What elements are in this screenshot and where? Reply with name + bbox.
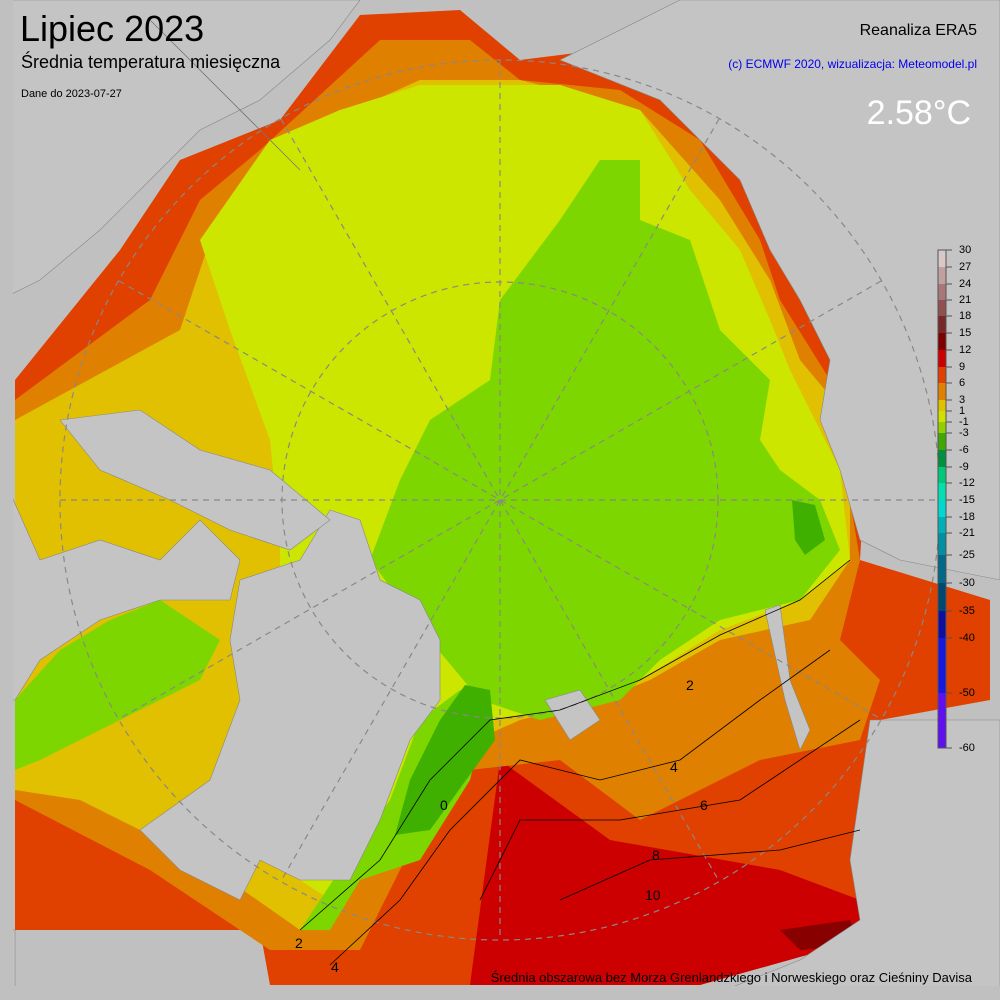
colorbar-tick-label: 18 [959,310,972,322]
colorbar-tick-label: -15 [959,494,975,506]
colorbar-segment [938,483,946,500]
zone-green-dark-kara [792,500,825,555]
colorbar-tick-label: -60 [959,742,975,754]
colorbar-tick-label: -35 [959,605,975,617]
colorbar-segment [938,450,946,467]
colorbar-segment [938,383,946,400]
colorbar-segment [938,267,946,284]
map-left-border [0,0,13,1000]
colorbar-segment [938,533,946,555]
svg-text:4: 4 [670,759,678,775]
svg-text:2: 2 [295,935,303,951]
contours [299,559,861,966]
colorbar-tick-label: 6 [959,377,966,389]
map-subtitle: Średnia temperatura miesięczna [21,52,281,72]
colorbar-segment [938,250,946,267]
colorbar-segment [938,500,946,517]
svg-text:8: 8 [652,847,660,863]
zone-green [370,160,840,720]
colorbar-tick-label: 3 [959,394,966,406]
data-source: Reanaliza ERA5 [859,22,977,39]
colorbar-segment [938,350,946,367]
colorbar-tick-label: -40 [959,632,975,644]
colorbar-tick-label: -1 [959,416,969,428]
colorbar-tick-label: 21 [959,294,972,306]
mean-temperature: 2.58°C [866,94,971,132]
canadian-islands [59,409,331,551]
colorbar-tick-label: -18 [959,511,975,523]
colorbar-tick-label: 30 [959,244,972,256]
colorbar-segment [938,284,946,300]
colorbar-tick-label: -9 [959,461,969,473]
colorbar-segment [938,316,946,333]
colorbar-tick-label: -3 [959,427,969,439]
colorbar-tick-label: -12 [959,477,975,489]
contour-labels: 2 4 6 8 10 0 2 4 [295,677,708,975]
svg-text:10: 10 [645,887,661,903]
data-date: Dane do 2023-07-27 [21,88,122,100]
map-title: Lipiec 2023 [20,8,205,49]
colorbar-segment [938,422,946,433]
greenland [139,509,441,901]
colorbar-tick-label: 15 [959,327,972,339]
colorbar-tick-label: 9 [959,361,966,373]
colorbar-segment [938,583,946,611]
credit-link[interactable]: (c) ECMWF 2020, wizualizacja: Meteomodel… [728,57,977,71]
scandinavia [699,719,1000,1000]
colorbar-segment [938,400,946,411]
canada-south [0,469,241,701]
colorbar-segment [938,467,946,483]
zone-green-dark [395,685,495,835]
svalbard [544,689,601,741]
zone-red [470,760,860,985]
svg-text:4: 4 [331,959,339,975]
colorbar-segment [938,517,946,533]
colorbar [937,249,952,749]
svg-text:2: 2 [686,677,694,693]
colorbar-tick-label: -25 [959,549,975,561]
zone-green-sw [15,600,220,770]
map-bottom-border [0,986,1000,1000]
siberia-east [559,0,1000,581]
colorbar-segment [938,411,946,422]
graticule [59,59,941,941]
footer-note: Średnia obszarowa bez Morza Grenlandzkie… [490,970,972,985]
colorbar-segment [938,300,946,316]
colorbar-tick-label: 12 [959,344,972,356]
colorbar-tick-label: -6 [959,444,969,456]
colorbar-tick-label: -50 [959,687,975,699]
colorbar-segment [938,611,946,638]
colorbar-segment [938,333,946,350]
projection-line [149,19,301,171]
svg-text:6: 6 [700,797,708,813]
svg-text:0: 0 [440,797,448,813]
colorbar-tick-label: 27 [959,261,972,273]
colorbar-tick-label: -21 [959,527,975,539]
colorbar-segment [938,638,946,693]
colorbar-segment [938,555,946,583]
colorbar-tick-label: -30 [959,577,975,589]
colorbar-segment [938,367,946,383]
colorbar-segment [938,433,946,450]
colorbar-tick-label: 1 [959,405,966,417]
colorbar-outline [937,249,947,749]
colorbar-segment [938,693,946,748]
alaska-siberia-north [0,0,361,301]
novaya-zemlya [764,604,811,751]
colorbar-tick-label: 24 [959,278,972,290]
